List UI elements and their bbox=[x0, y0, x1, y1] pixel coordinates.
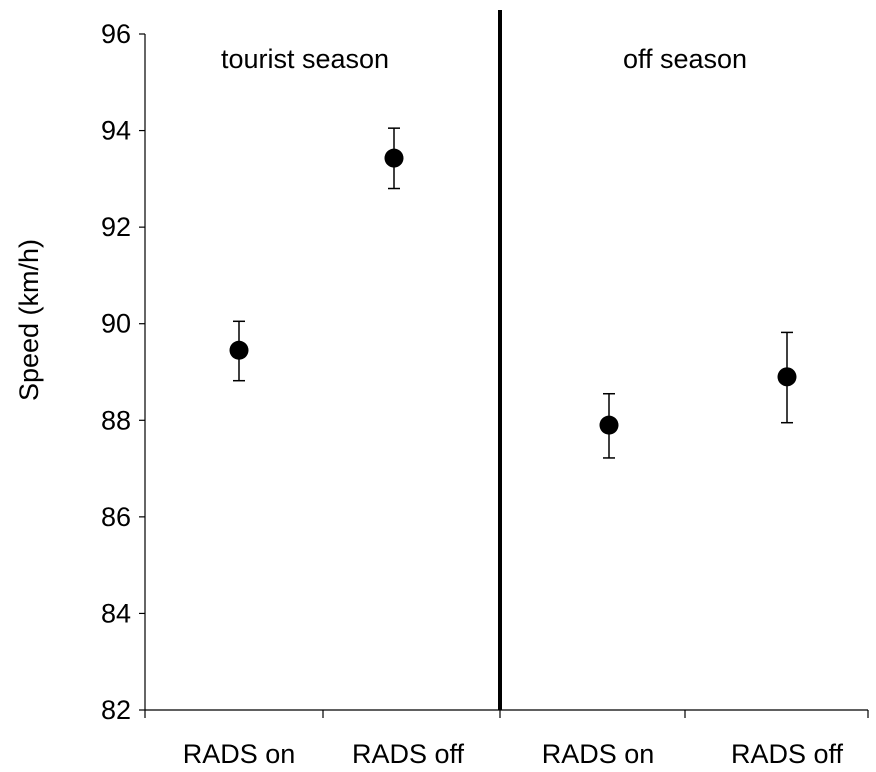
y-tick-label: 82 bbox=[101, 695, 131, 725]
data-point bbox=[777, 367, 797, 387]
data-point bbox=[384, 148, 404, 168]
y-tick-label: 90 bbox=[101, 309, 131, 339]
panel-label: off season bbox=[623, 44, 747, 74]
y-tick-label: 94 bbox=[101, 116, 131, 146]
category-label: RADS on bbox=[542, 739, 655, 769]
data-points bbox=[229, 127, 797, 459]
y-tick-label: 84 bbox=[101, 598, 131, 628]
y-axis-label: Speed (km/h) bbox=[14, 239, 44, 401]
x-ticks bbox=[144, 710, 869, 718]
panel-labels: tourist season off season bbox=[221, 44, 747, 74]
y-tick-label: 96 bbox=[101, 19, 131, 49]
category-label: RADS on bbox=[183, 739, 296, 769]
data-point bbox=[599, 415, 619, 435]
y-tick-label: 88 bbox=[101, 405, 131, 435]
category-label: RADS off bbox=[352, 739, 465, 769]
category-label: RADS off bbox=[731, 739, 844, 769]
y-tick-label: 86 bbox=[101, 502, 131, 532]
panel-label: tourist season bbox=[221, 44, 389, 74]
data-point bbox=[229, 340, 249, 360]
y-ticks: 82 84 86 88 90 92 94 96 bbox=[101, 19, 145, 725]
y-tick-label: 92 bbox=[101, 212, 131, 242]
category-labels: RADS on RADS off RADS on RADS off bbox=[183, 739, 844, 769]
